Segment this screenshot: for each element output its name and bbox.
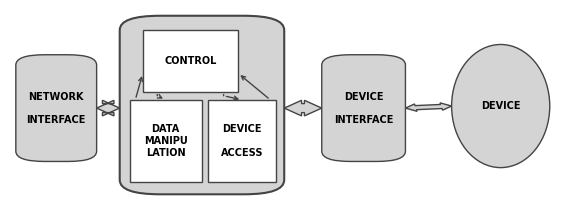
FancyBboxPatch shape [322, 55, 405, 161]
Text: CONTROL: CONTROL [164, 56, 216, 66]
Text: DEVICE

INTERFACE: DEVICE INTERFACE [334, 92, 393, 125]
Text: DATA
MANIPU
LATION: DATA MANIPU LATION [144, 124, 187, 157]
Text: DEVICE: DEVICE [481, 101, 520, 111]
Polygon shape [405, 103, 452, 111]
FancyBboxPatch shape [119, 16, 284, 194]
FancyBboxPatch shape [16, 55, 97, 161]
Text: NETWORK

INTERFACE: NETWORK INTERFACE [27, 92, 86, 125]
Polygon shape [97, 100, 119, 116]
FancyBboxPatch shape [143, 30, 238, 92]
FancyBboxPatch shape [129, 100, 202, 182]
Polygon shape [284, 100, 322, 116]
Ellipse shape [452, 45, 550, 168]
FancyBboxPatch shape [208, 100, 276, 182]
Text: DEVICE

ACCESS: DEVICE ACCESS [221, 124, 263, 157]
